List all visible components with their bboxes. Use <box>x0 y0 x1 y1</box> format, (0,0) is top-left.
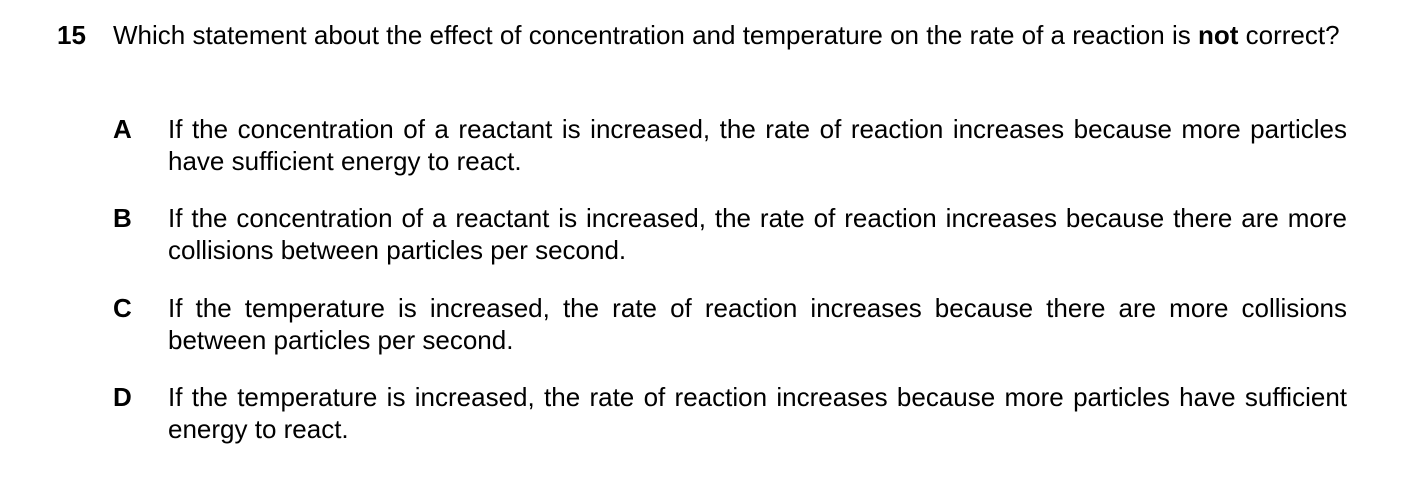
option-letter: C <box>113 293 132 323</box>
option: C If the temperature is increased, the ra… <box>113 292 1347 356</box>
question-number: 15 <box>57 20 86 50</box>
option-text: If the temperature is increased, the rat… <box>168 293 1347 355</box>
option: A If the concentration of a reactant is i… <box>113 113 1347 177</box>
option-letter: D <box>113 382 132 412</box>
stem-text: correct? <box>1245 20 1340 50</box>
option-letter: B <box>113 203 132 233</box>
stem-text: Which statement about the effect of conc… <box>113 20 1191 50</box>
option-text: If the temperature is increased, the rat… <box>168 382 1347 444</box>
option-letter: A <box>113 114 132 144</box>
option: D If the temperature is increased, the ra… <box>113 381 1347 445</box>
question-stem: Which statement about the effect of conc… <box>113 19 1347 51</box>
option-text: If the concentration of a reactant is in… <box>168 114 1347 176</box>
stem-emphasis: not <box>1197 20 1239 50</box>
option-text: If the concentration of a reactant is in… <box>168 203 1347 265</box>
option: B If the concentration of a reactant is i… <box>113 202 1347 266</box>
